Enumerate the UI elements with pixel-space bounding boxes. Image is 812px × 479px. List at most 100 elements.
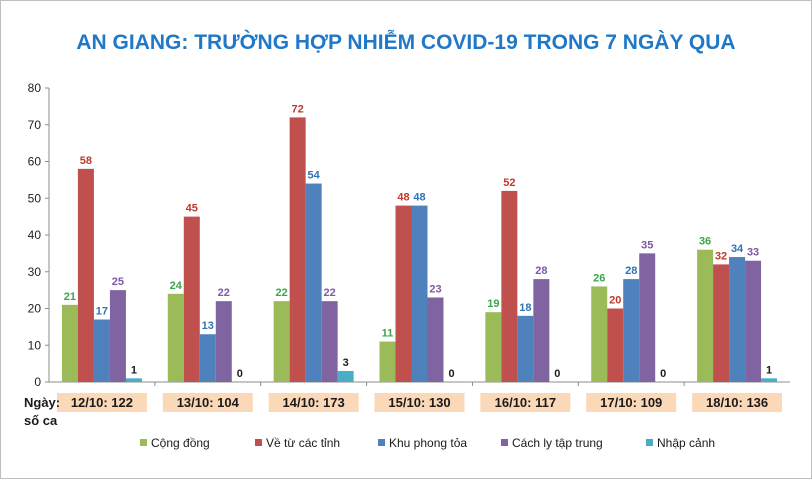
data-label: 1 bbox=[131, 364, 137, 376]
data-label: 35 bbox=[641, 239, 653, 251]
data-label: 17 bbox=[96, 306, 108, 318]
bar bbox=[199, 334, 216, 382]
bar bbox=[289, 117, 306, 383]
y-tick-label: 0 bbox=[34, 375, 41, 389]
x-side-label: Ngày: bbox=[24, 395, 60, 410]
bar bbox=[639, 253, 656, 382]
bar bbox=[77, 168, 94, 382]
bar bbox=[427, 297, 444, 382]
bar bbox=[761, 378, 778, 382]
legend-swatch bbox=[378, 439, 385, 446]
bar bbox=[305, 183, 322, 382]
data-label: 22 bbox=[276, 287, 288, 299]
category-label-bg bbox=[374, 393, 465, 412]
bar bbox=[607, 308, 624, 382]
data-label: 18 bbox=[519, 302, 531, 314]
data-label: 22 bbox=[324, 287, 336, 299]
bar bbox=[337, 370, 354, 382]
bar bbox=[517, 315, 534, 382]
category-label: 14/10: 173 bbox=[283, 395, 345, 410]
bar bbox=[729, 257, 746, 382]
data-label: 48 bbox=[397, 192, 409, 204]
data-label: 24 bbox=[170, 280, 183, 292]
data-label: 52 bbox=[503, 177, 515, 189]
bar bbox=[167, 293, 184, 382]
chart-title: AN GIANG: TRƯỜNG HỢP NHIỄM COVID-19 TRON… bbox=[76, 30, 735, 54]
bar bbox=[273, 301, 290, 382]
legend-entry: Cộng đồng bbox=[151, 436, 210, 450]
data-label: 3 bbox=[343, 357, 349, 369]
y-tick-label: 50 bbox=[28, 191, 42, 205]
legend-swatch bbox=[646, 439, 653, 446]
category-label: 15/10: 130 bbox=[388, 395, 450, 410]
data-label: 58 bbox=[80, 155, 92, 167]
data-label: 33 bbox=[747, 247, 759, 259]
legend-entry: Cách ly tập trung bbox=[512, 436, 603, 450]
bar bbox=[379, 341, 396, 382]
data-label: 20 bbox=[609, 295, 621, 307]
data-label: 72 bbox=[292, 103, 304, 115]
bar bbox=[591, 286, 608, 382]
category-label: 16/10: 117 bbox=[495, 395, 556, 410]
bar bbox=[745, 260, 762, 382]
data-label: 0 bbox=[237, 368, 243, 380]
data-label: 48 bbox=[413, 192, 425, 204]
bar bbox=[533, 279, 550, 382]
data-label: 45 bbox=[186, 203, 198, 215]
category-label: 17/10: 109 bbox=[600, 395, 662, 410]
category-label-bg bbox=[692, 393, 783, 412]
bar bbox=[215, 301, 232, 382]
legend-entry: Khu phong tỏa bbox=[389, 436, 467, 450]
data-label: 25 bbox=[112, 276, 124, 288]
category-label-bg bbox=[586, 393, 677, 412]
data-label: 1 bbox=[766, 364, 772, 376]
data-label: 13 bbox=[202, 320, 214, 332]
data-label: 28 bbox=[625, 265, 637, 277]
y-tick-label: 10 bbox=[28, 338, 42, 352]
bar bbox=[713, 264, 730, 382]
y-tick-label: 70 bbox=[28, 118, 42, 132]
category-label: 18/10: 136 bbox=[706, 395, 768, 410]
legend-swatch bbox=[255, 439, 262, 446]
category-label: 12/10: 122 bbox=[71, 395, 133, 410]
bar bbox=[501, 190, 518, 382]
bar bbox=[411, 205, 428, 382]
data-label: 19 bbox=[487, 298, 499, 310]
data-label: 0 bbox=[448, 368, 454, 380]
data-label: 26 bbox=[593, 272, 605, 284]
data-label: 22 bbox=[218, 287, 230, 299]
y-tick-label: 30 bbox=[28, 265, 42, 279]
y-tick-label: 60 bbox=[28, 155, 42, 169]
data-label: 23 bbox=[429, 283, 441, 295]
data-label: 28 bbox=[535, 265, 547, 277]
data-label: 36 bbox=[699, 236, 711, 248]
bar bbox=[485, 312, 502, 382]
bar bbox=[697, 249, 714, 382]
bar bbox=[109, 290, 126, 382]
bar bbox=[93, 319, 110, 382]
y-tick-label: 80 bbox=[28, 81, 42, 95]
x-side-label: số ca bbox=[24, 413, 58, 428]
y-tick-label: 20 bbox=[28, 302, 42, 316]
bar bbox=[395, 205, 412, 382]
legend-entry: Nhập cảnh bbox=[657, 436, 715, 450]
data-label: 32 bbox=[715, 250, 727, 262]
category-label-bg bbox=[268, 393, 359, 412]
category-label-bg bbox=[480, 393, 571, 412]
data-label: 34 bbox=[731, 243, 744, 255]
data-label: 0 bbox=[554, 368, 560, 380]
data-label: 0 bbox=[660, 368, 666, 380]
bar bbox=[125, 378, 142, 382]
category-label-bg bbox=[162, 393, 253, 412]
category-label-bg bbox=[56, 393, 147, 412]
category-label: 13/10: 104 bbox=[177, 395, 240, 410]
legend-swatch bbox=[140, 439, 147, 446]
bar bbox=[61, 304, 78, 382]
y-tick-label: 40 bbox=[28, 228, 42, 242]
legend-entry: Về từ các tỉnh bbox=[266, 436, 340, 450]
bar bbox=[623, 279, 640, 382]
bar bbox=[321, 301, 338, 382]
data-label: 21 bbox=[64, 291, 76, 303]
